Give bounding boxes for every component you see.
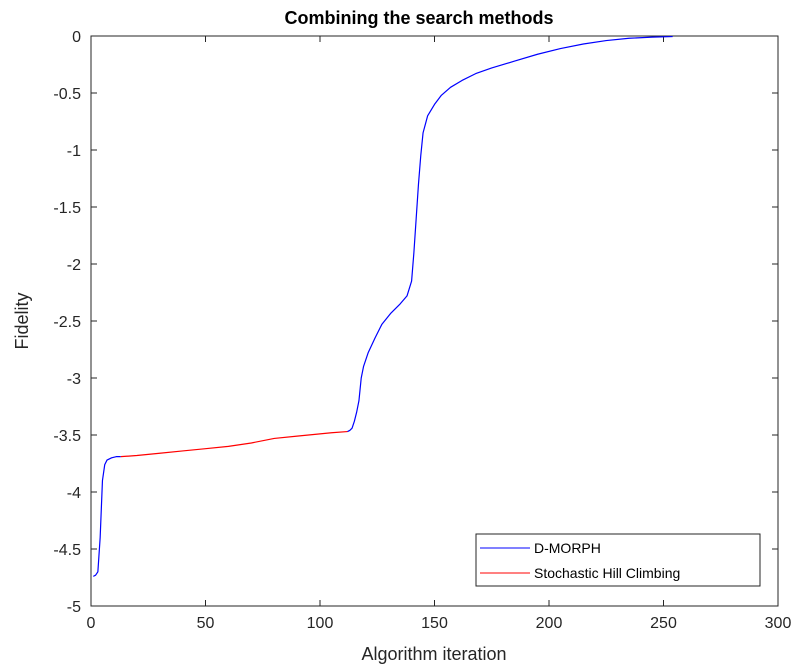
y-tick-label: -3 — [67, 371, 81, 388]
chart-title: Combining the search methods — [284, 8, 553, 28]
legend-box — [475, 533, 761, 587]
x-tick-label: 50 — [197, 615, 215, 632]
x-tick-label: 250 — [650, 615, 677, 632]
y-tick-label: -2.5 — [53, 314, 81, 331]
legend-label-stochastic-hill-climbing: Stochastic Hill Climbing — [534, 565, 680, 581]
legend: D-MORPH Stochastic Hill Climbing — [475, 533, 761, 587]
series-line-stochastic-hill-climbing — [120, 430, 348, 458]
x-tick-label: 100 — [307, 615, 334, 632]
y-tick-label: -1 — [67, 143, 81, 160]
x-tick-label: 150 — [421, 615, 448, 632]
y-tick-label: -4.5 — [53, 542, 81, 559]
data-lines — [93, 35, 673, 577]
x-tick-label: 0 — [87, 615, 96, 632]
series-line-d-morph — [347, 35, 673, 433]
y-tick-label: 0 — [72, 29, 81, 46]
y-tick-label: -0.5 — [53, 86, 81, 103]
y-tick-label: -2 — [67, 257, 81, 274]
y-tick-label: -1.5 — [53, 200, 81, 217]
series-line-d-morph — [93, 456, 121, 577]
legend-label-d-morph: D-MORPH — [534, 540, 601, 556]
tick-labels: 0 50 100 150 200 250 300 0 -0.5 -1 -1.5 -2 -2.5 -3 -3.… — [53, 29, 791, 632]
x-axis-label: Algorithm iteration — [361, 644, 506, 664]
y-tick-label: -4 — [67, 485, 81, 502]
x-tick-label: 300 — [765, 615, 792, 632]
y-tick-label: -5 — [67, 599, 81, 616]
y-axis-label: Fidelity — [12, 292, 32, 349]
plot-area — [90, 35, 779, 607]
x-tick-label: 200 — [536, 615, 563, 632]
y-tick-label: -3.5 — [53, 428, 81, 445]
